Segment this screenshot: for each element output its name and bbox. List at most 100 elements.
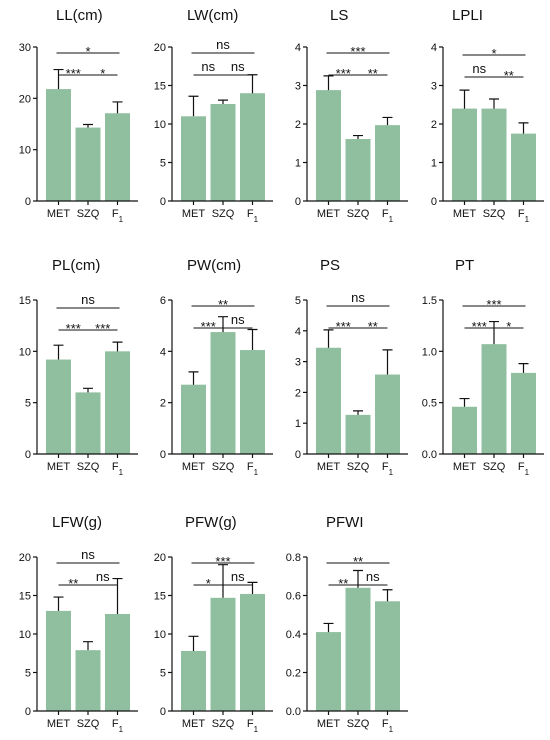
bar-met: [181, 384, 206, 454]
x-tick-label: MET: [453, 461, 477, 473]
significance-label: ***: [95, 321, 110, 336]
y-tick-label: 1: [295, 418, 301, 430]
x-tick-label: SZQ: [77, 718, 100, 730]
y-tick-label: 0: [25, 706, 31, 718]
x-tick-label: F1: [382, 208, 394, 224]
error-bar: [112, 341, 123, 352]
x-tick-label: F1: [247, 461, 259, 477]
error-bar: [489, 320, 499, 345]
x-tick-label: MET: [453, 208, 477, 220]
bar-f1: [511, 133, 536, 201]
y-tick-label: 0: [295, 449, 301, 461]
x-tick-label: SZQ: [347, 461, 370, 473]
significance-label: **: [68, 576, 78, 591]
x-tick-label: SZQ: [347, 208, 370, 220]
error-bar: [112, 101, 123, 114]
y-tick-label: 20: [154, 42, 166, 54]
y-tick-label: 10: [19, 629, 31, 641]
x-tick-label: MET: [47, 208, 71, 220]
y-tick-label: 10: [19, 346, 31, 358]
y-tick-label: 4: [431, 42, 437, 54]
significance-label: *: [506, 319, 511, 334]
error-bar: [83, 387, 93, 393]
y-tick-label: 1.0: [422, 346, 437, 358]
y-tick-label: 0.0: [286, 706, 301, 718]
error-bar: [112, 577, 123, 614]
panel-title: LL(cm): [56, 7, 103, 24]
error-bar: [188, 95, 199, 117]
x-tick-label: F1: [112, 718, 124, 734]
x-tick-label: F1: [382, 461, 394, 477]
x-tick-label: F1: [112, 461, 124, 477]
significance-label: ns: [96, 569, 110, 584]
bar-szq: [345, 587, 371, 711]
x-tick-label: SZQ: [212, 208, 235, 220]
bar-f1: [511, 372, 536, 454]
x-tick-label: F1: [112, 208, 124, 224]
y-tick-label: 15: [19, 591, 31, 603]
bar-f1: [375, 374, 400, 454]
bar-met: [46, 610, 71, 711]
error-bar: [382, 116, 393, 126]
bar-szq: [210, 103, 236, 201]
error-bar: [247, 581, 258, 594]
y-tick-label: 2: [295, 119, 301, 131]
bar-f1: [375, 601, 400, 711]
significance-label: ***: [66, 66, 81, 81]
bar-szq: [210, 597, 236, 711]
x-tick-label: F1: [382, 718, 394, 734]
significance-label: *: [85, 44, 90, 59]
y-tick-label: 5: [25, 668, 31, 680]
x-tick-label: F1: [247, 208, 259, 224]
significance-label: ***: [201, 319, 216, 334]
x-tick-label: SZQ: [483, 208, 506, 220]
panel-title: PT: [455, 257, 474, 274]
significance-label: ***: [66, 321, 81, 336]
bar-f1: [240, 350, 265, 454]
x-tick-label: SZQ: [347, 718, 370, 730]
bar-met: [46, 359, 71, 454]
x-tick-label: MET: [182, 461, 206, 473]
significance-label: **: [353, 554, 363, 569]
error-bar: [53, 596, 64, 611]
error-bar: [323, 622, 334, 633]
x-tick-label: SZQ: [77, 461, 100, 473]
y-tick-label: 0.4: [286, 629, 301, 641]
y-tick-label: 15: [154, 81, 166, 93]
significance-label: ns: [351, 290, 365, 305]
significance-label: *: [206, 576, 211, 591]
y-tick-label: 2: [160, 398, 166, 410]
bar-met: [316, 632, 341, 711]
panel-title: LPLI: [452, 7, 483, 24]
significance-label: ns: [81, 547, 95, 562]
significance-label: *: [491, 46, 496, 61]
significance-label: ***: [336, 66, 351, 81]
error-bar: [323, 329, 334, 348]
error-bar: [353, 410, 363, 415]
error-bar: [518, 363, 529, 373]
y-tick-label: 15: [19, 295, 31, 307]
error-bar: [489, 98, 499, 109]
significance-label: ***: [472, 319, 487, 334]
panel-title: LFW(g): [52, 514, 102, 531]
error-bar: [323, 75, 334, 91]
significance-label: **: [218, 297, 228, 312]
panel-title: LW(cm): [187, 7, 238, 24]
significance-label: ns: [231, 569, 245, 584]
bar-szq: [481, 344, 507, 454]
panel-title: PFW(g): [185, 514, 237, 531]
bar-met: [316, 90, 341, 201]
y-tick-label: 2: [431, 119, 437, 131]
error-bar: [83, 123, 93, 128]
x-tick-label: MET: [317, 718, 341, 730]
error-bar: [188, 371, 199, 385]
y-tick-label: 1: [431, 158, 437, 170]
y-tick-label: 1.5: [422, 295, 437, 307]
y-tick-label: 4: [295, 42, 301, 54]
significance-label: ns: [366, 569, 380, 584]
